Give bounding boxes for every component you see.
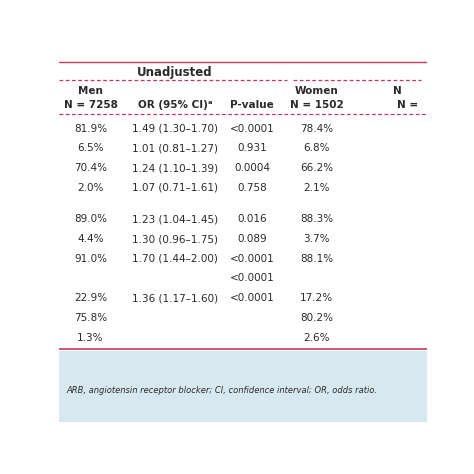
Text: OR (95% CI)ᵃ: OR (95% CI)ᵃ [137,100,212,110]
Text: <0.0001: <0.0001 [230,293,274,303]
Text: 75.8%: 75.8% [74,313,107,323]
Text: <0.0001: <0.0001 [230,124,274,134]
Text: 1.30 (0.96–1.75): 1.30 (0.96–1.75) [132,234,218,244]
Text: 0.0004: 0.0004 [234,163,270,173]
Text: 6.8%: 6.8% [303,144,329,154]
Text: 1.36 (1.17–1.60): 1.36 (1.17–1.60) [132,293,218,303]
Text: 0.016: 0.016 [237,214,267,224]
Text: Men: Men [78,86,103,96]
Text: <0.0001: <0.0001 [230,254,274,264]
Text: 1.3%: 1.3% [77,333,104,343]
Text: N = 1502: N = 1502 [290,100,343,110]
Text: 89.0%: 89.0% [74,214,107,224]
Text: 2.1%: 2.1% [303,183,329,193]
Text: 1.49 (1.30–1.70): 1.49 (1.30–1.70) [132,124,218,134]
Text: 0.089: 0.089 [237,234,267,244]
Text: 1.70 (1.44–2.00): 1.70 (1.44–2.00) [132,254,218,264]
Text: 0.758: 0.758 [237,183,267,193]
Text: <0.0001: <0.0001 [230,273,274,283]
Text: 1.24 (1.10–1.39): 1.24 (1.10–1.39) [132,163,218,173]
Text: 88.3%: 88.3% [300,214,333,224]
Text: 78.4%: 78.4% [300,124,333,134]
Text: ARB, angiotensin receptor blocker; CI, confidence interval; OR, odds ratio.: ARB, angiotensin receptor blocker; CI, c… [66,386,378,395]
Text: 1.23 (1.04–1.45): 1.23 (1.04–1.45) [132,214,218,224]
FancyBboxPatch shape [59,351,427,422]
Text: 22.9%: 22.9% [74,293,107,303]
Text: 2.6%: 2.6% [303,333,329,343]
Text: Unadjusted: Unadjusted [137,66,213,80]
Text: 17.2%: 17.2% [300,293,333,303]
Text: 4.4%: 4.4% [77,234,104,244]
Text: P-value: P-value [230,100,274,110]
Text: N =: N = [397,100,419,110]
Text: 1.07 (0.71–1.61): 1.07 (0.71–1.61) [132,183,218,193]
Text: 88.1%: 88.1% [300,254,333,264]
Text: 91.0%: 91.0% [74,254,107,264]
Text: N: N [393,86,401,96]
Text: 80.2%: 80.2% [300,313,333,323]
Text: Women: Women [294,86,338,96]
Text: 66.2%: 66.2% [300,163,333,173]
Text: 3.7%: 3.7% [303,234,329,244]
Text: 81.9%: 81.9% [74,124,107,134]
Text: 6.5%: 6.5% [77,144,104,154]
Text: 70.4%: 70.4% [74,163,107,173]
Text: 2.0%: 2.0% [77,183,104,193]
Text: 0.931: 0.931 [237,144,267,154]
Text: N = 7258: N = 7258 [64,100,118,110]
Text: 1.01 (0.81–1.27): 1.01 (0.81–1.27) [132,144,218,154]
